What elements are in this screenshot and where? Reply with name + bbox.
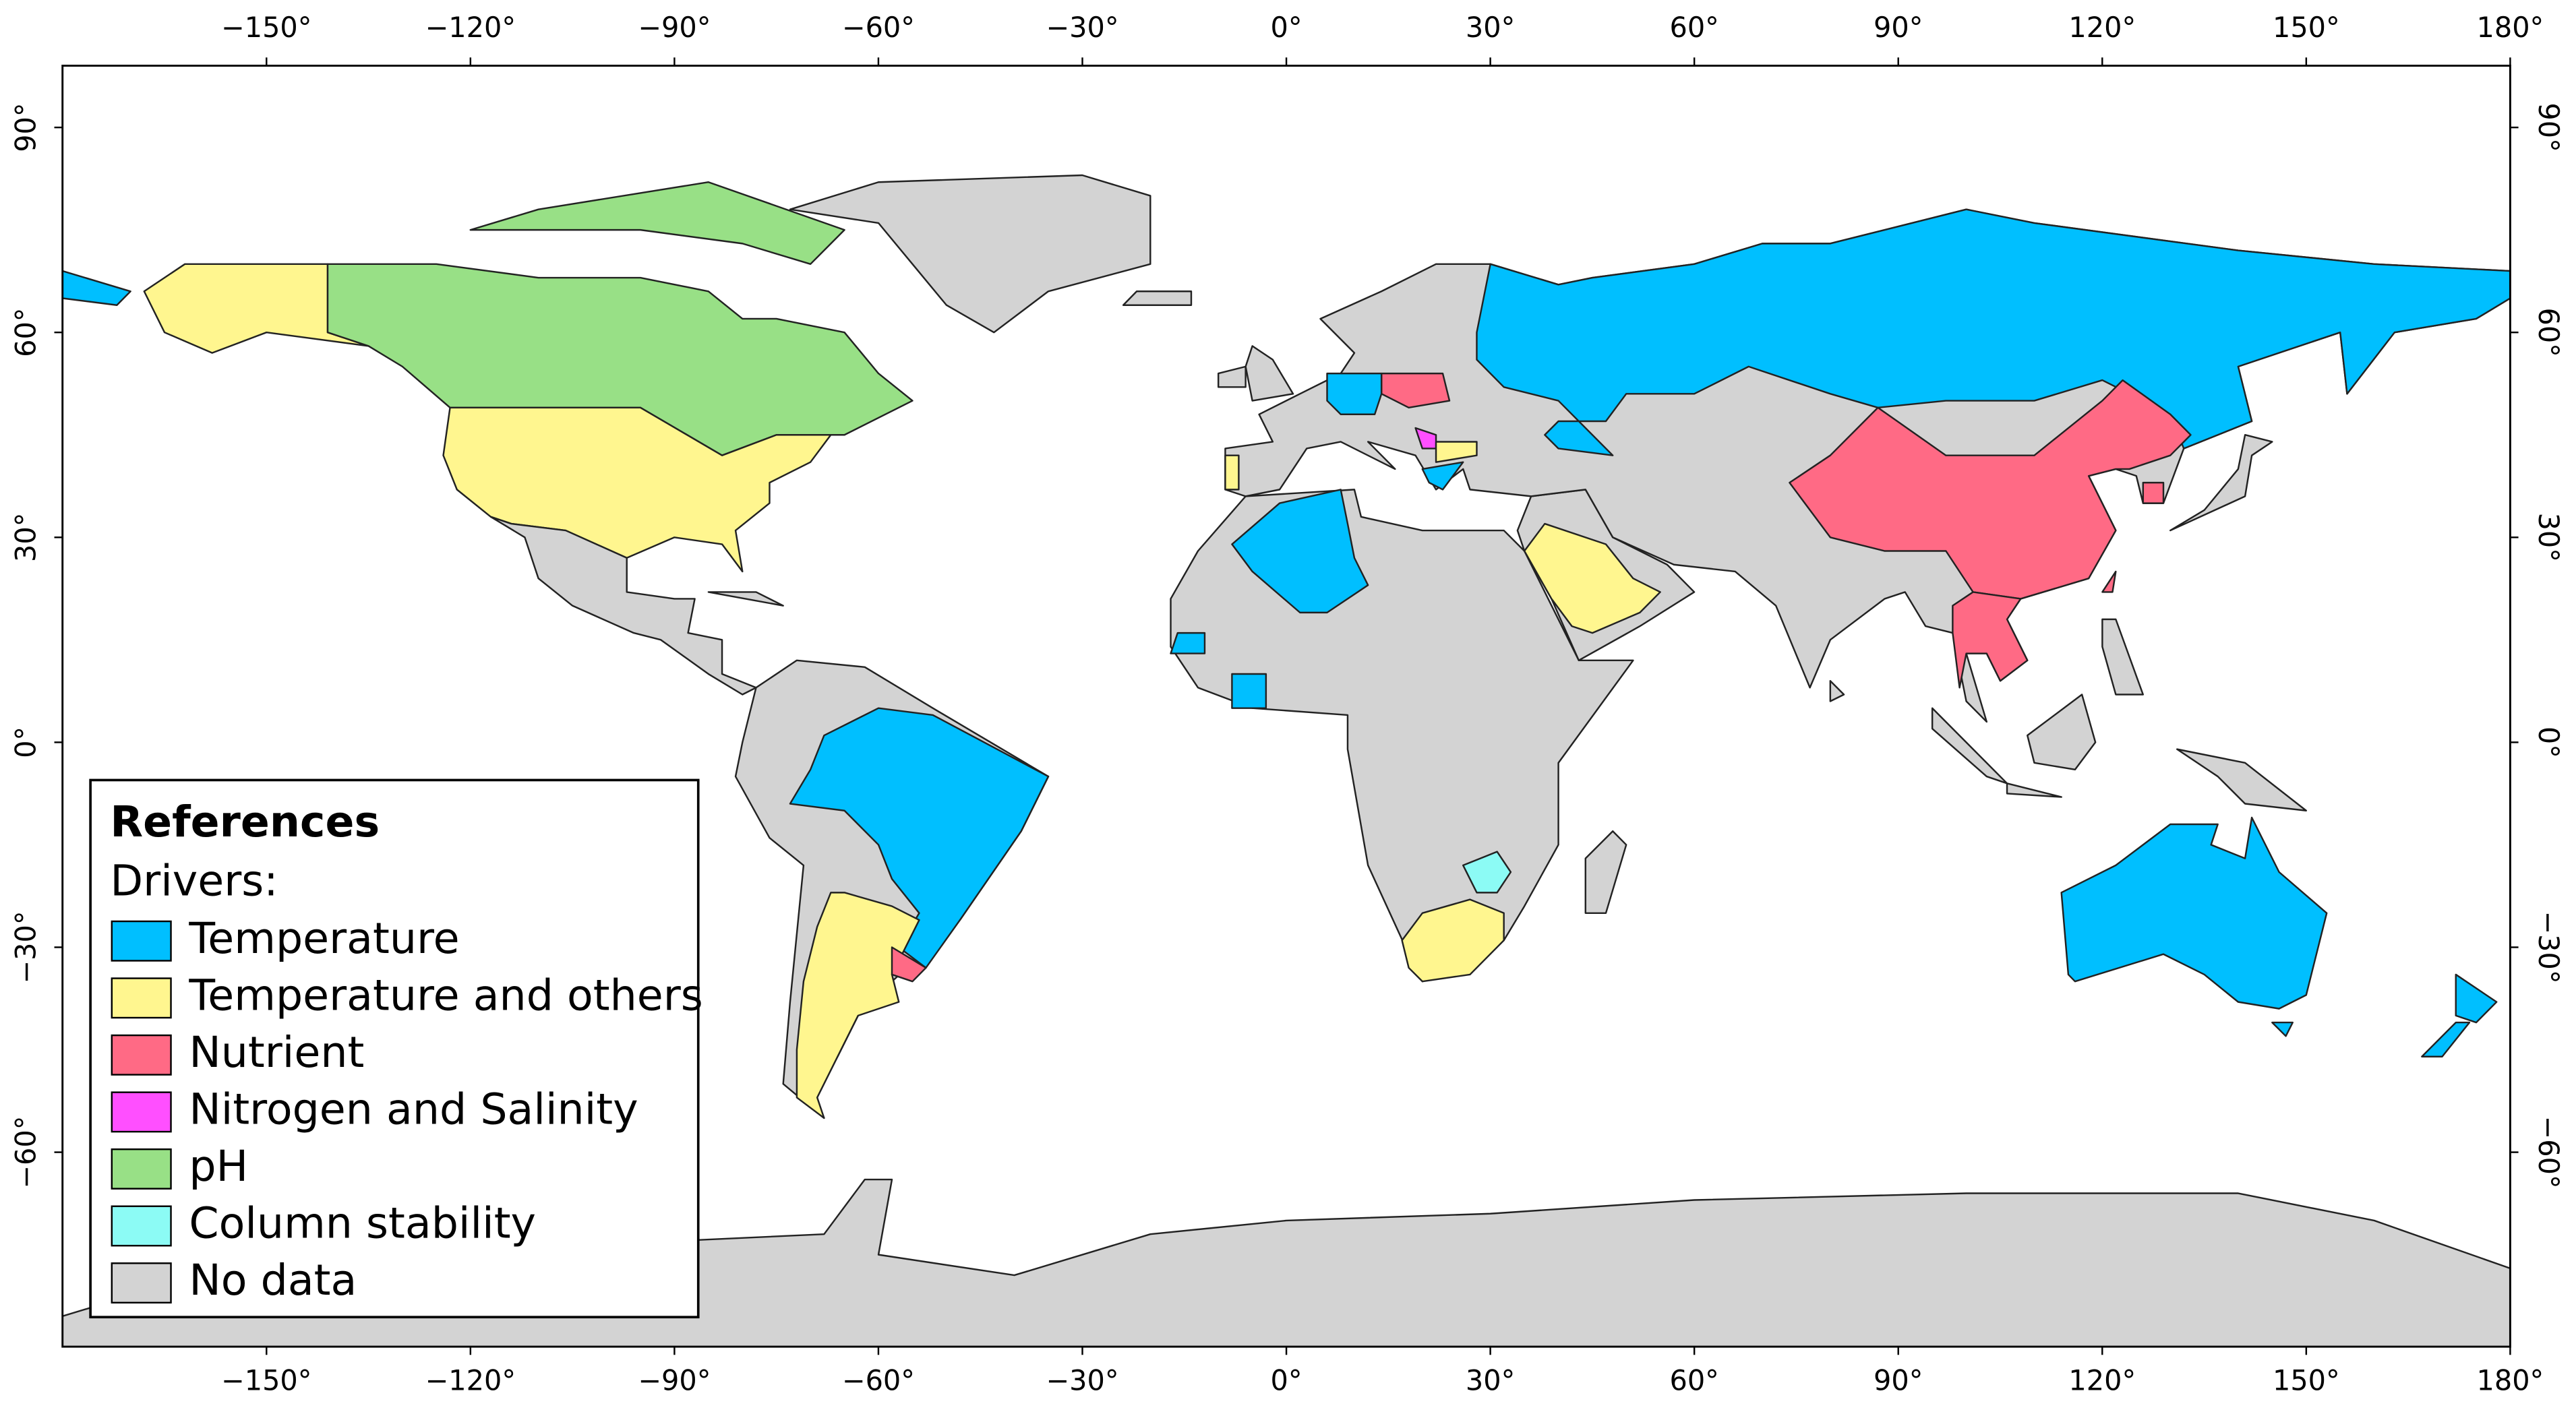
lat-label-right: 0° — [2532, 727, 2565, 758]
country-shape — [1217, 365, 1247, 388]
legend-swatch — [111, 1091, 172, 1133]
lon-label-top: 120° — [2068, 11, 2136, 44]
country-shape — [1326, 372, 1383, 415]
country-shape — [2271, 1021, 2294, 1037]
lon-label-top: −60° — [842, 11, 915, 44]
lon-label-bottom: 60° — [1669, 1365, 1718, 1397]
lon-label-bottom: −120° — [425, 1365, 516, 1397]
lon-label-top: −30° — [1046, 11, 1118, 44]
country-shape — [1401, 898, 1505, 983]
graticule-labels: −150° −150° −120° −120° −90° −90° −60° −60° −30°… — [10, 11, 2565, 1397]
lon-label-top: 180° — [2477, 11, 2544, 44]
legend-swatch — [111, 977, 172, 1019]
lon-label-top: 0° — [1271, 11, 1302, 44]
legend-swatch — [111, 1262, 172, 1304]
lat-label-right: 60° — [2532, 307, 2565, 357]
legend-label: Nutrient — [189, 1027, 364, 1077]
country-shape — [1523, 522, 1661, 634]
country-shape — [1231, 673, 1267, 709]
country-shape — [1122, 290, 1193, 306]
country-shape — [1421, 461, 1464, 491]
lon-label-bottom: −90° — [638, 1365, 711, 1397]
legend-label: No data — [189, 1255, 357, 1305]
country-shape — [1829, 680, 1845, 702]
legend-swatch — [111, 1034, 172, 1076]
lon-label-bottom: 150° — [2273, 1365, 2340, 1397]
lon-label-top: −150° — [221, 11, 311, 44]
legend-label: Temperature — [188, 913, 459, 963]
lat-label-left: −30° — [10, 911, 42, 983]
lon-label-top: 150° — [2273, 11, 2340, 44]
country-shape — [2101, 618, 2145, 696]
country-shape — [796, 892, 920, 1119]
country-shape — [1231, 489, 1369, 614]
legend-box — [89, 778, 700, 1319]
country-shape — [789, 174, 1151, 334]
country-shape — [1435, 441, 1478, 463]
country-shape — [2027, 694, 2097, 771]
lon-label-top: 90° — [1874, 11, 1923, 44]
country-shape — [1224, 454, 1240, 491]
legend-label: pH — [189, 1141, 248, 1191]
country-shape — [1952, 591, 2029, 689]
country-shape — [2176, 748, 2307, 811]
lon-label-bottom: 0° — [1271, 1365, 1302, 1397]
land-layer — [62, 174, 2511, 1347]
lon-label-bottom: 90° — [1874, 1365, 1923, 1397]
lon-label-bottom: −150° — [221, 1365, 311, 1397]
lat-label-left: 60° — [10, 307, 42, 357]
lat-label-right: −30° — [2532, 911, 2565, 983]
country-shape — [1789, 379, 2192, 600]
lat-label-left: −60° — [10, 1116, 42, 1189]
lat-label-left: 30° — [10, 513, 42, 562]
lon-label-bottom: 30° — [1466, 1365, 1515, 1397]
country-shape — [2142, 481, 2165, 504]
lat-label-right: −60° — [2532, 1116, 2565, 1189]
country-shape — [469, 181, 845, 266]
country-shape — [2455, 973, 2498, 1024]
lon-label-top: −90° — [638, 11, 711, 44]
country-shape — [2060, 816, 2328, 1010]
lat-label-left: 90° — [10, 102, 42, 152]
lon-label-bottom: 180° — [2477, 1365, 2544, 1397]
country-shape — [789, 707, 1050, 969]
legend-label: Temperature and others — [188, 970, 702, 1020]
legend-swatch — [111, 1205, 172, 1247]
country-shape — [1170, 489, 1634, 983]
lon-label-top: −120° — [425, 11, 516, 44]
country-shape — [62, 270, 131, 306]
country-shape — [1462, 851, 1512, 894]
legend: References Drivers: Temperature Temperatu… — [89, 778, 703, 1319]
country-shape — [2169, 434, 2273, 532]
lat-label-right: 30° — [2532, 513, 2565, 562]
country-shape — [1931, 707, 2008, 785]
country-shape — [2101, 570, 2117, 593]
country-shape — [707, 591, 784, 607]
country-shape — [1170, 632, 1206, 654]
lat-label-right: 90° — [2532, 102, 2565, 152]
country-shape — [2006, 782, 2062, 798]
country-shape — [1584, 830, 1627, 915]
legend-subtitle: Drivers: — [110, 856, 278, 906]
lon-label-bottom: 120° — [2068, 1365, 2136, 1397]
lon-label-bottom: −60° — [842, 1365, 915, 1397]
legend-swatch — [111, 920, 172, 962]
lat-label-left: 0° — [10, 727, 42, 758]
country-shape — [2421, 1021, 2471, 1057]
legend-swatch — [111, 1148, 172, 1190]
lon-label-bottom: −30° — [1046, 1365, 1118, 1397]
legend-label: Column stability — [189, 1198, 536, 1248]
lon-label-top: 30° — [1466, 11, 1515, 44]
country-shape — [891, 946, 927, 983]
lon-label-top: 60° — [1669, 11, 1718, 44]
country-shape — [1245, 345, 1294, 402]
legend-label: Nitrogen and Salinity — [189, 1084, 638, 1134]
legend-title: References — [110, 797, 380, 847]
country-shape — [489, 516, 757, 696]
